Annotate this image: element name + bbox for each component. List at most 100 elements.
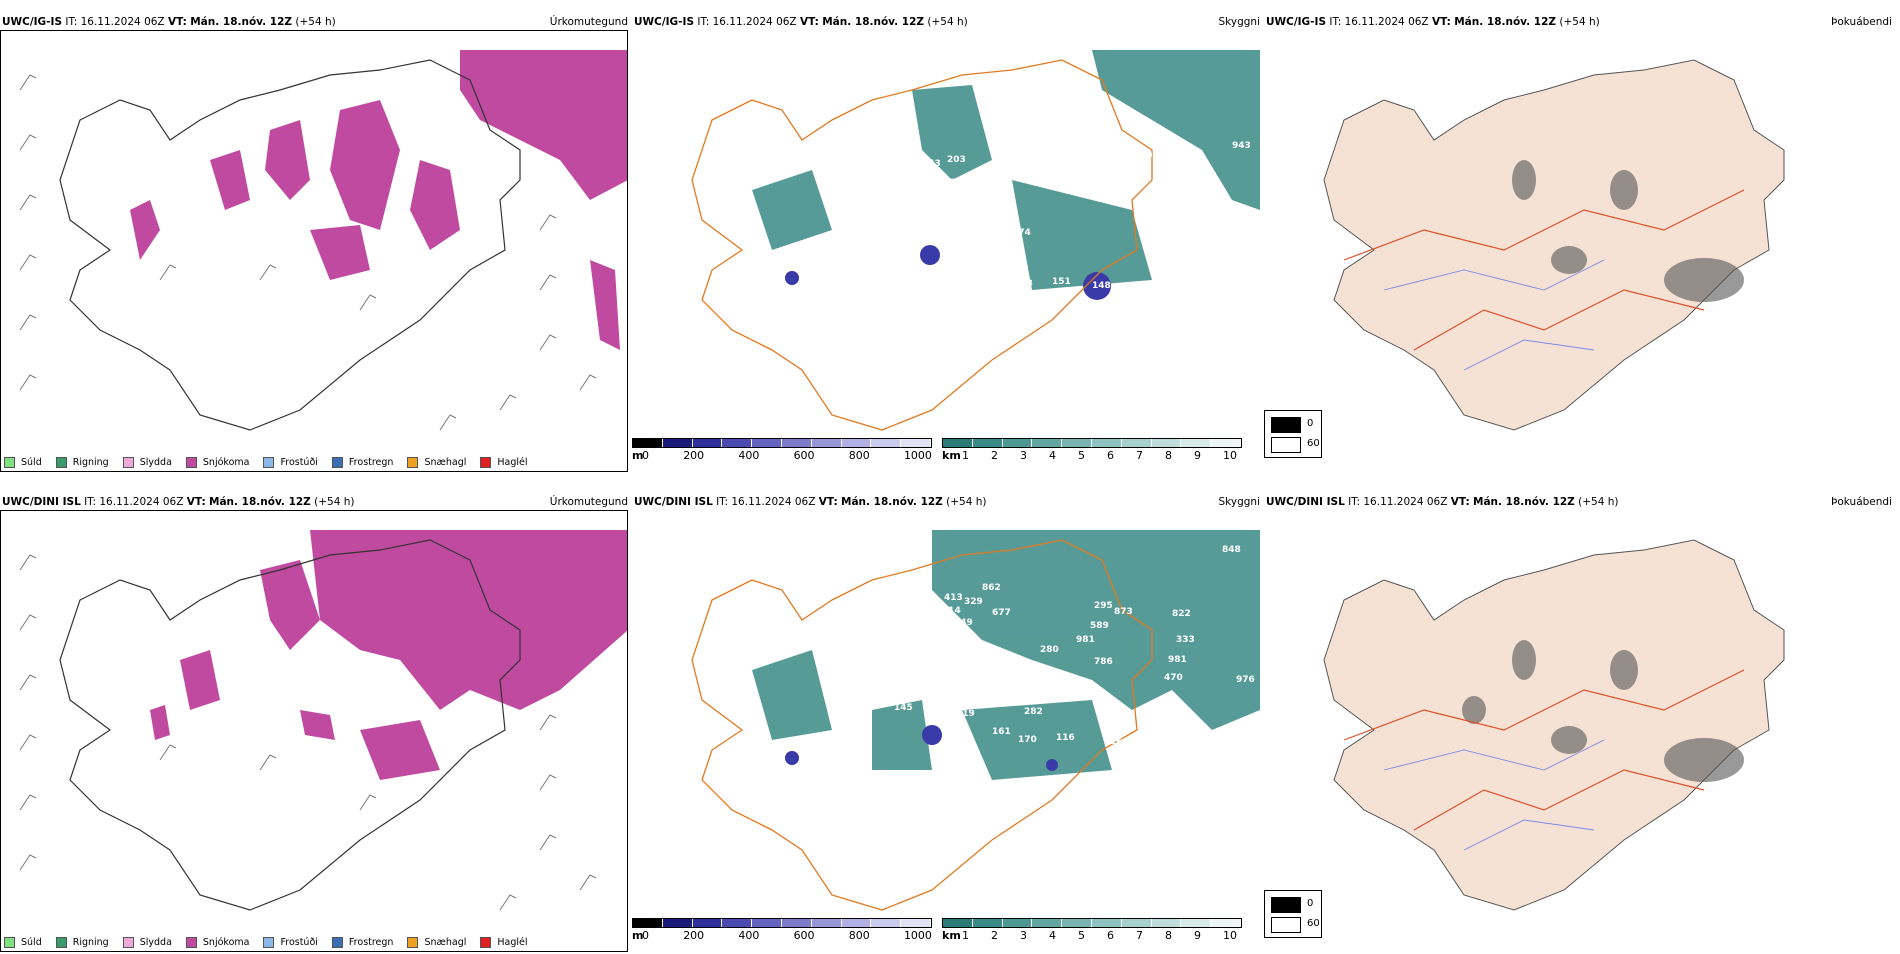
svg-text:81: 81 <box>1130 181 1143 191</box>
legend-item: Snæhagl <box>407 934 466 950</box>
svg-text:228: 228 <box>1014 279 1033 289</box>
precip-type-panel-bottom: UWC/DINI ISL IT: 16.11.2024 06Z VT: Mán.… <box>0 494 630 954</box>
legend-item: Rigning <box>55 934 109 950</box>
svg-text:249: 249 <box>954 618 973 628</box>
svg-text:976: 976 <box>1236 675 1255 685</box>
svg-text:343: 343 <box>922 159 941 169</box>
legend-item: Súld <box>4 934 42 950</box>
svg-text:118: 118 <box>942 717 961 727</box>
svg-text:470: 470 <box>1164 673 1183 683</box>
svg-text:197: 197 <box>896 255 915 265</box>
visibility-panel-bottom: UWC/DINI ISL IT: 16.11.2024 06Z VT: Mán.… <box>632 496 1262 942</box>
legend-item: Frostregn <box>331 934 393 950</box>
svg-text:981: 981 <box>1076 635 1095 645</box>
panel-title: Þokuábendi <box>1831 496 1892 508</box>
legend-item: Slydda <box>122 454 172 470</box>
svg-text:257: 257 <box>1102 715 1121 725</box>
svg-text:873: 873 <box>1114 607 1133 617</box>
legend-item: Snæhagl <box>407 454 466 470</box>
svg-text:862: 862 <box>982 583 1001 593</box>
panel-header: UWC/DINI ISL IT: 16.11.2024 06Z VT: Mán.… <box>1266 496 1892 508</box>
svg-text:214: 214 <box>942 606 961 616</box>
svg-text:414: 414 <box>990 188 1009 198</box>
legend-item: Slydda <box>122 934 172 950</box>
svg-text:822: 822 <box>1172 609 1191 619</box>
visibility-map[interactable]: 943 207 313 81 114 203 343 393 414 160 2… <box>632 30 1262 440</box>
svg-text:160: 160 <box>1110 737 1129 747</box>
fog-map[interactable] <box>1264 30 1894 440</box>
precip-legend: Súld Rigning Slydda Snjókoma Frostúði Fr… <box>4 454 542 470</box>
model-name: UWC/IG-IS <box>634 16 695 28</box>
legend-item: Frostúði <box>263 454 318 470</box>
panel-title: Úrkomutegund <box>549 496 628 508</box>
fog-panel-bottom: UWC/DINI ISL IT: 16.11.2024 06Z VT: Mán.… <box>1264 494 1894 954</box>
panel-header: UWC/IG-IS IT: 16.11.2024 06Z VT: Mán. 18… <box>634 16 1261 28</box>
svg-text:413: 413 <box>944 593 963 603</box>
svg-text:282: 282 <box>1024 707 1043 717</box>
panel-title: Úrkomutegund <box>549 16 628 28</box>
model-name: UWC/DINI ISL <box>2 496 81 508</box>
svg-text:280: 280 <box>1040 645 1059 655</box>
model-name: UWC/IG-IS <box>2 16 63 28</box>
svg-text:207: 207 <box>1140 151 1159 161</box>
svg-text:786: 786 <box>1094 657 1113 667</box>
svg-text:853: 853 <box>1142 725 1161 735</box>
panel-title: Skyggni <box>1218 16 1261 28</box>
legend-item: Rigning <box>55 454 109 470</box>
panel-title: Þokuábendi <box>1831 16 1892 28</box>
visibility-values: 943 207 313 81 114 203 343 393 414 160 2… <box>802 141 1251 291</box>
svg-text:145: 145 <box>894 703 913 713</box>
svg-text:114: 114 <box>1172 201 1191 211</box>
svg-text:160: 160 <box>968 205 987 215</box>
model-name: UWC/DINI ISL <box>1266 496 1345 508</box>
svg-text:333: 333 <box>1176 635 1195 645</box>
svg-text:393: 393 <box>950 178 969 188</box>
svg-text:119: 119 <box>956 709 975 719</box>
svg-text:170: 170 <box>1018 735 1037 745</box>
visibility-panel-top: UWC/IG-IS IT: 16.11.2024 06Z VT: Mán. 18… <box>632 16 1262 462</box>
svg-text:161: 161 <box>992 727 1011 737</box>
svg-text:116: 116 <box>1056 733 1075 743</box>
svg-text:329: 329 <box>964 597 983 607</box>
fog-map[interactable] <box>1264 510 1894 920</box>
panel-title: Skyggni <box>1218 496 1261 508</box>
svg-text:147: 147 <box>932 633 951 643</box>
precip-map[interactable] <box>0 30 630 474</box>
panel-header: UWC/IG-IS IT: 16.11.2024 06Z VT: Mán. 18… <box>1266 16 1892 28</box>
legend-item: Snjókoma <box>185 454 249 470</box>
svg-text:168: 168 <box>1042 688 1061 698</box>
fog-panel-top: UWC/IG-IS IT: 16.11.2024 06Z VT: Mán. 18… <box>1264 14 1894 474</box>
svg-text:848: 848 <box>1222 545 1241 555</box>
fog-legend: 0 60 <box>1264 890 1322 938</box>
fog-legend: 0 60 <box>1264 410 1322 458</box>
legend-item: Haglél <box>480 934 528 950</box>
model-name: UWC/DINI ISL <box>634 496 713 508</box>
legend-item: Snjókoma <box>185 934 249 950</box>
svg-text:203: 203 <box>947 155 966 165</box>
svg-text:148: 148 <box>1092 281 1111 291</box>
svg-text:677: 677 <box>992 608 1011 618</box>
legend-item: Frostúði <box>263 934 318 950</box>
svg-text:589: 589 <box>1090 621 1109 631</box>
panel-header: UWC/IG-IS IT: 16.11.2024 06Z VT: Mán. 18… <box>2 16 628 28</box>
svg-text:119: 119 <box>952 249 971 259</box>
visibility-map[interactable]: 862 413 214 329 677 249 147 208 170 280 … <box>632 510 1262 920</box>
svg-text:943: 943 <box>1232 141 1251 151</box>
legend-item: Haglél <box>480 454 528 470</box>
visibility-values: 862 413 214 329 677 249 147 208 170 280 … <box>894 545 1255 747</box>
svg-text:201: 201 <box>894 685 913 695</box>
legend-item: Frostregn <box>331 454 393 470</box>
precip-map[interactable] <box>0 510 630 954</box>
svg-text:981: 981 <box>1168 655 1187 665</box>
panel-header: UWC/DINI ISL IT: 16.11.2024 06Z VT: Mán.… <box>2 496 628 508</box>
svg-text:192: 192 <box>1056 673 1075 683</box>
svg-text:151: 151 <box>1052 277 1071 287</box>
svg-text:313: 313 <box>1174 173 1193 183</box>
panel-header: UWC/DINI ISL IT: 16.11.2024 06Z VT: Mán.… <box>634 496 1261 508</box>
svg-text:274: 274 <box>1012 228 1031 238</box>
svg-text:170: 170 <box>966 671 985 681</box>
legend-item: Súld <box>4 454 42 470</box>
precip-type-panel-top: UWC/IG-IS IT: 16.11.2024 06Z VT: Mán. 18… <box>0 14 630 474</box>
svg-text:208: 208 <box>950 653 969 663</box>
model-name: UWC/IG-IS <box>1266 16 1327 28</box>
